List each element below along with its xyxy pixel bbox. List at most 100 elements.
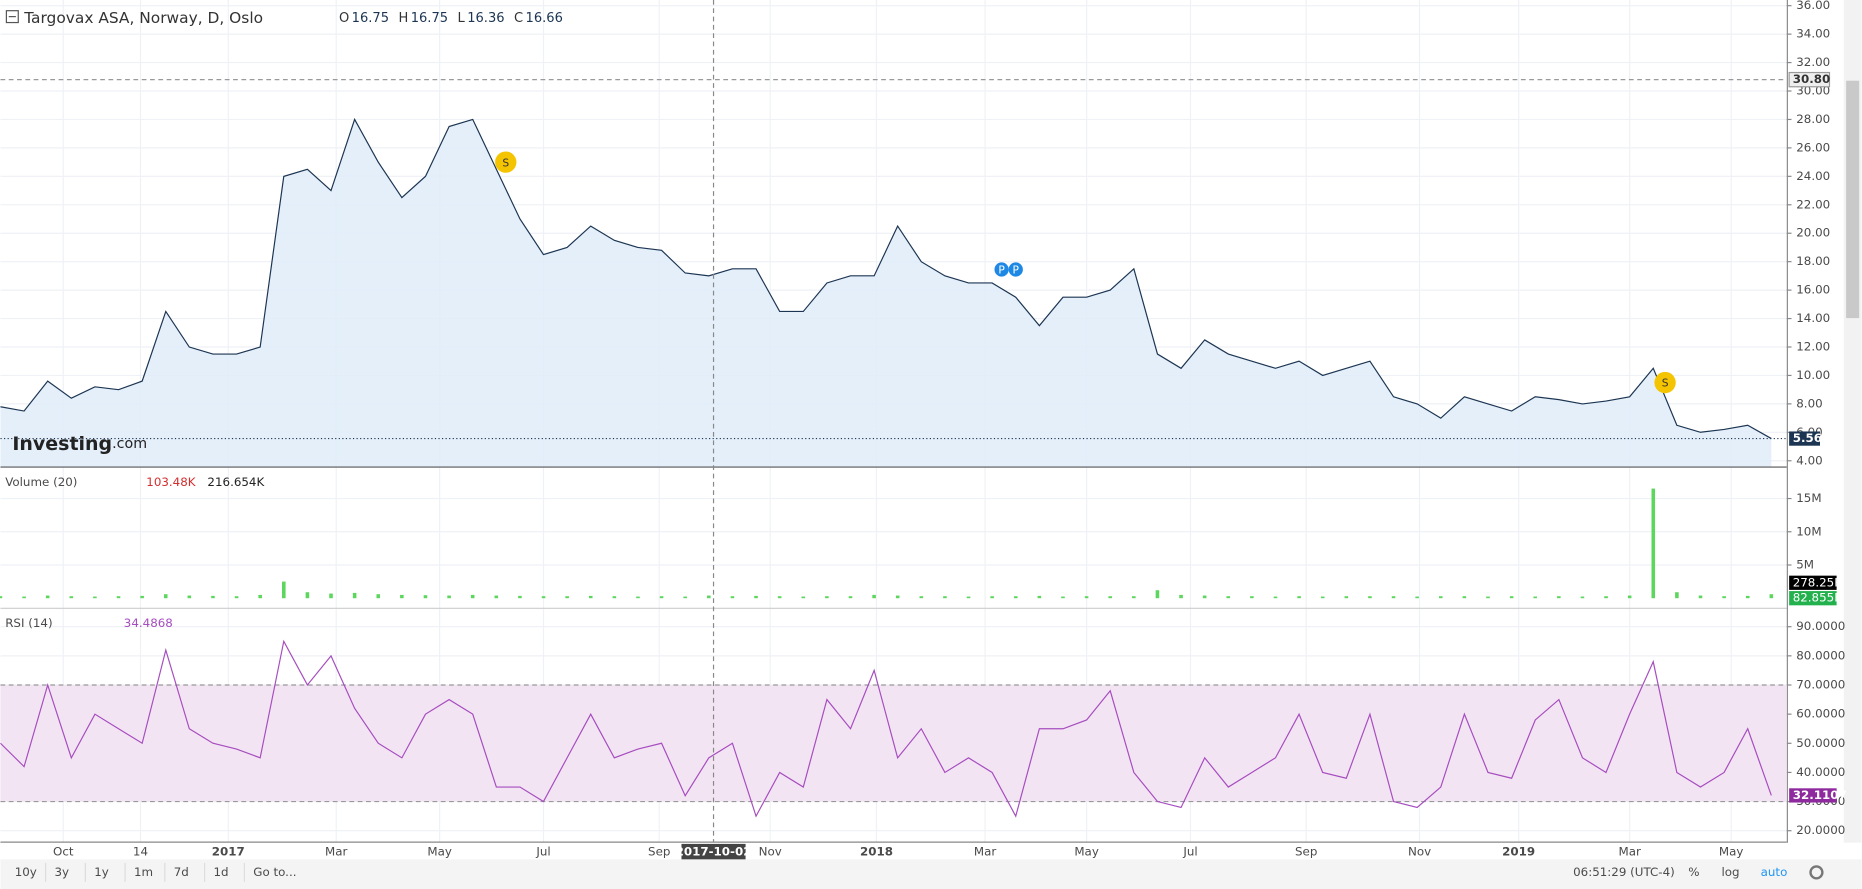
volume-bar [234, 596, 239, 599]
volume-bar [1769, 594, 1774, 599]
range-button[interactable]: 1d [214, 865, 229, 879]
volume-tag-label: 82.855K [1793, 591, 1843, 605]
range-button[interactable]: 3y [54, 865, 69, 879]
volume-bar [494, 595, 499, 599]
clock: 06:51:29 (UTC-4) [1573, 865, 1675, 879]
range-button[interactable]: 1y [94, 865, 109, 879]
volume-bar [825, 596, 829, 599]
y-tick-label: 4.00 [1796, 453, 1822, 467]
volume-bar [966, 596, 971, 599]
y-tick-label: 34.00 [1796, 27, 1830, 41]
event-label: S [1662, 377, 1669, 390]
last-value-tag [1789, 788, 1837, 803]
ohlc-label: C [514, 10, 523, 25]
volume-bar [352, 592, 357, 599]
x-tick-label: Jul [1182, 845, 1197, 859]
y-tick-label: 5M [1796, 557, 1814, 571]
y-tick-label: 60.0000 [1796, 707, 1845, 721]
y-tick-label: 36.00 [1796, 0, 1830, 12]
volume-bar [116, 596, 121, 599]
volume-bar [22, 596, 26, 599]
volume-bar [1320, 596, 1325, 599]
volume-bar [541, 596, 546, 599]
x-tick-label: 2018 [860, 845, 893, 859]
volume-bar [1486, 596, 1490, 599]
event-marker[interactable] [1008, 262, 1023, 277]
indicator-name: RSI (14) [5, 616, 52, 630]
last-value-tag [1789, 431, 1820, 446]
volume-bar [1226, 596, 1231, 599]
volume-bar [305, 592, 310, 599]
goto-button[interactable]: Go to... [253, 865, 296, 879]
range-button[interactable]: 1m [134, 865, 153, 879]
event-marker[interactable] [495, 151, 517, 173]
volume-bar [45, 595, 50, 599]
volume-bar [140, 595, 144, 599]
logo-suffix: .com [112, 436, 147, 452]
ohlc-label: L [458, 10, 466, 25]
x-tick-label: Mar [325, 845, 347, 859]
volume-bar [1627, 595, 1632, 599]
volume-bar [612, 596, 617, 599]
x-tick-label: Nov [1408, 845, 1431, 859]
x-tick-label: 2019 [1502, 845, 1535, 859]
volume-bar [93, 596, 97, 599]
range-button[interactable]: 10y [15, 865, 37, 879]
indicator-name: Volume (20) [5, 474, 77, 488]
log-toggle[interactable]: log [1721, 865, 1739, 879]
symbol-header: Targovax ASA, Norway, D, Oslo O 16.75 H 16.7… [23, 8, 563, 26]
event-label: S [502, 156, 509, 169]
y-tick-label: 16.00 [1796, 283, 1830, 297]
collapse-button[interactable] [5, 10, 19, 24]
ohlc-value: 16.66 [526, 10, 563, 25]
volume-bar [69, 596, 74, 599]
volume-bar [423, 595, 428, 599]
volume-bar [777, 596, 782, 599]
volume-bar [1037, 595, 1042, 599]
x-tick-label: Sep [1295, 845, 1317, 859]
volume-bar [848, 596, 853, 599]
percent-toggle[interactable]: % [1688, 865, 1699, 879]
price-tag-label: 30.80 [1793, 72, 1831, 86]
volume-bar [990, 596, 994, 599]
volume-bar [1722, 596, 1726, 599]
volume-bar [943, 596, 947, 599]
y-tick-label: 15M [1796, 491, 1821, 505]
y-tick-label: 70.0000 [1796, 677, 1845, 691]
indicator-value: 103.48K [146, 474, 196, 488]
volume-bar [730, 596, 735, 599]
logo-main: Investing [12, 432, 112, 454]
event-marker[interactable] [1654, 371, 1676, 394]
y-tick-label: 28.00 [1796, 112, 1830, 126]
volume-bar [1557, 596, 1561, 599]
volume-bar [1391, 596, 1396, 599]
settings-icon[interactable] [1809, 865, 1824, 880]
event-label: P [998, 264, 1005, 277]
volume-bar [0, 596, 3, 599]
logo: Investing.com [12, 432, 147, 454]
auto-toggle[interactable]: auto [1761, 865, 1788, 879]
rsi-legend: RSI (14) 34.4868 [5, 616, 173, 630]
last-value-label: 5.56 [1793, 431, 1822, 445]
scroll-thumb[interactable] [1846, 80, 1860, 319]
volume-bar [1202, 595, 1207, 599]
volume-bar [1297, 596, 1301, 599]
volume-bar [1580, 596, 1585, 599]
y-tick-label: 40.0000 [1796, 765, 1845, 779]
volume-bar [258, 594, 262, 599]
volume-bar [919, 596, 924, 599]
volume-bar [1084, 596, 1089, 599]
y-tick-label: 24.00 [1796, 169, 1830, 183]
y-tick-label: 20.0000 [1796, 823, 1845, 837]
range-button[interactable]: 7d [174, 865, 189, 879]
volume-bar [1344, 596, 1349, 599]
indicator-value: 34.4868 [124, 616, 173, 630]
event-marker[interactable] [994, 262, 1009, 277]
volume-bar [1604, 596, 1608, 599]
volume-bar [683, 596, 687, 599]
volume-bar [872, 594, 876, 599]
volume-bar [1250, 596, 1254, 599]
volume-legend: Volume (20) 103.48K 216.654K [5, 474, 265, 488]
volume-bar [1061, 596, 1065, 599]
